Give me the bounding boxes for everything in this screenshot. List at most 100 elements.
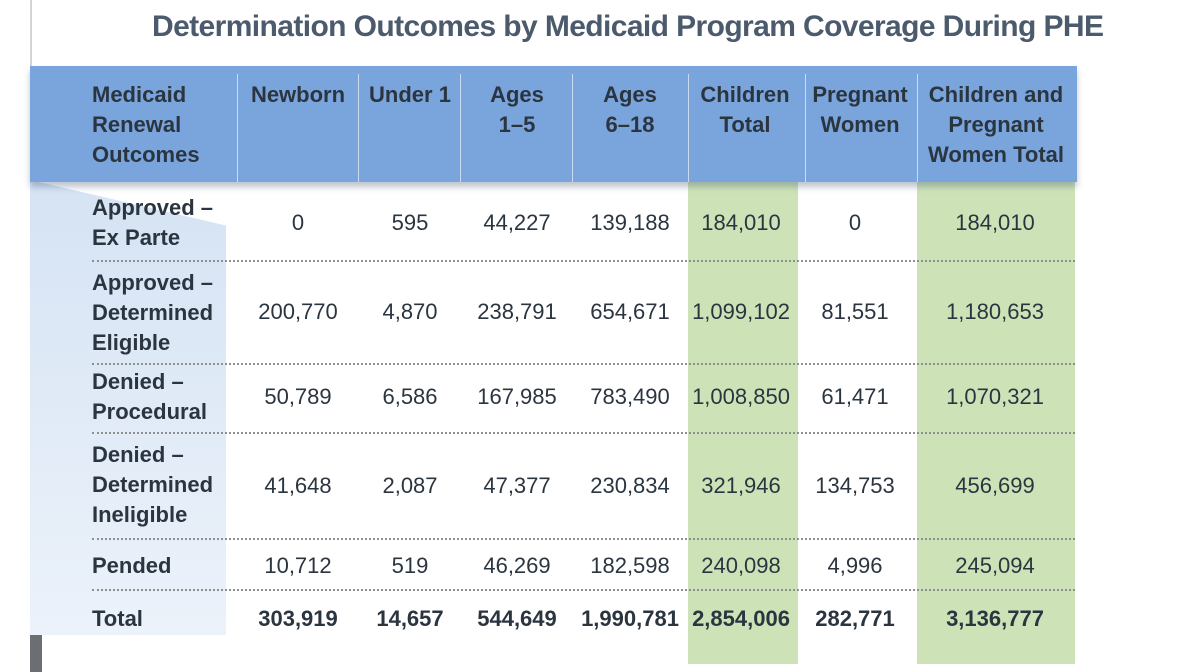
cell-procedural-pregnant-women: 61,471 [821,384,889,409]
header-separator [805,74,806,182]
row-label-denied-determined-ineligible: Denied – Determined Ineligible [92,440,213,530]
cell-ex-parte-pregnant-women: 0 [848,210,862,235]
row-label-pended: Pended [92,551,171,581]
header-ages-6-18: Ages 6–18 [576,80,684,140]
cell-total-ages-1-5: 544,649 [477,606,557,631]
cell-procedural-under-1: 6,586 [382,384,438,409]
row-label-line: Determined [92,300,214,325]
cell-ex-parte-ages-6-18: 139,188 [590,210,670,235]
cell-eligible-children-total: 1,099,102 [692,299,790,324]
row-divider [92,432,1075,434]
header-line: 6–18 [605,112,655,137]
row-divider [92,363,1075,365]
row-label-line: Approved – [92,270,214,295]
row-label-line: Eligible [92,330,171,355]
cell-eligible-under-1: 4,870 [382,299,438,324]
table-header-band [30,66,1077,182]
cell-pended-children-total: 240,098 [701,553,781,578]
cell-pended-under-1: 519 [391,553,429,578]
cell-ex-parte-ages-1-5: 44,227 [483,210,551,235]
cell-eligible-ages-1-5: 238,791 [477,299,557,324]
header-line: 1–5 [498,112,536,137]
row-label-line: Denied – [92,369,184,394]
cell-total-children-total: 2,854,006 [692,606,790,631]
row-label-line: Total [92,606,143,631]
cell-ineligible-ages-1-5: 47,377 [483,473,551,498]
header-line: Children and [928,82,1064,107]
cell-eligible-newborn: 200,770 [258,299,338,324]
cell-ineligible-children-total: 321,946 [701,473,781,498]
header-children-total: Children Total [690,80,800,140]
cell-procedural-combined-total: 1,070,321 [946,384,1044,409]
row-label-line: Pended [92,553,172,578]
cell-total-newborn: 303,919 [258,606,338,631]
header-ages-1-5: Ages 1–5 [464,80,570,140]
cell-total-under-1: 14,657 [376,606,444,631]
cell-ex-parte-newborn: 0 [291,210,305,235]
cell-ineligible-ages-6-18: 230,834 [590,473,670,498]
cell-total-ages-6-18: 1,990,781 [581,606,679,631]
cell-pended-newborn: 10,712 [264,553,332,578]
header-separator [917,74,918,182]
header-separator [688,74,689,182]
header-under-1: Under 1 [362,80,458,110]
row-label-line: Approved – [92,195,214,220]
cell-ineligible-under-1: 2,087 [382,473,438,498]
row-label-line: Ex Parte [92,225,181,250]
header-separator [460,74,461,182]
row-divider [92,589,1075,591]
header-separator [572,74,573,182]
header-line: Total [719,112,771,137]
cell-pended-pregnant-women: 4,996 [827,553,883,578]
header-children-pregnant-total: Children and Pregnant Women Total [918,80,1074,170]
header-separator [237,74,238,182]
cell-procedural-children-total: 1,008,850 [692,384,790,409]
cell-ineligible-newborn: 41,648 [264,473,332,498]
cell-ex-parte-combined-total: 184,010 [955,210,1035,235]
header-separator [358,74,359,182]
header-newborn: Newborn [242,80,354,110]
header-line: Ages [490,82,544,107]
cell-eligible-combined-total: 1,180,653 [946,299,1044,324]
row-label-denied-procedural: Denied – Procedural [92,367,207,427]
header-row-label: Medicaid Renewal Outcomes [92,80,200,170]
header-line: Under 1 [369,82,451,107]
cell-procedural-ages-6-18: 783,490 [590,384,670,409]
cell-total-pregnant-women: 282,771 [815,606,895,631]
cell-ineligible-combined-total: 456,699 [955,473,1035,498]
header-line: Women Total [927,142,1065,167]
row-label-total: Total [92,604,143,634]
cell-eligible-ages-6-18: 654,671 [590,299,670,324]
cell-procedural-newborn: 50,789 [264,384,332,409]
header-row-label-line: Renewal [92,112,182,137]
children-total-column-highlight [688,180,798,664]
row-label-line: Procedural [92,399,207,424]
cell-ex-parte-under-1: 595 [391,210,429,235]
header-line: Women [820,112,900,137]
row-label-approved-determined-eligible: Approved – Determined Eligible [92,268,213,358]
row-label-approved-ex-parte: Approved – Ex Parte [92,193,213,253]
row-divider [92,538,1075,540]
row-divider [92,260,1075,262]
header-line: Pregnant [812,82,908,107]
header-pregnant-women: Pregnant Women [806,80,914,140]
cell-pended-combined-total: 245,094 [955,553,1035,578]
decorative-triangle [30,180,226,635]
header-row-label-line: Outcomes [92,142,200,167]
cell-pended-ages-1-5: 46,269 [483,553,551,578]
header-row-label-line: Medicaid [92,82,187,107]
header-line: Children [700,82,790,107]
header-line: Pregnant [948,112,1044,137]
cell-procedural-ages-1-5: 167,985 [477,384,557,409]
combined-total-column-highlight [917,180,1075,664]
cell-total-combined-total: 3,136,777 [946,606,1044,631]
row-label-line: Determined [92,472,214,497]
cell-pended-ages-6-18: 182,598 [590,553,670,578]
row-label-line: Ineligible [92,502,188,527]
header-line: Newborn [250,82,346,107]
cell-ineligible-pregnant-women: 134,753 [815,473,895,498]
page-title: Determination Outcomes by Medicaid Progr… [152,10,1104,43]
row-label-line: Denied – [92,442,184,467]
cell-ex-parte-children-total: 184,010 [701,210,781,235]
cell-eligible-pregnant-women: 81,551 [821,299,889,324]
